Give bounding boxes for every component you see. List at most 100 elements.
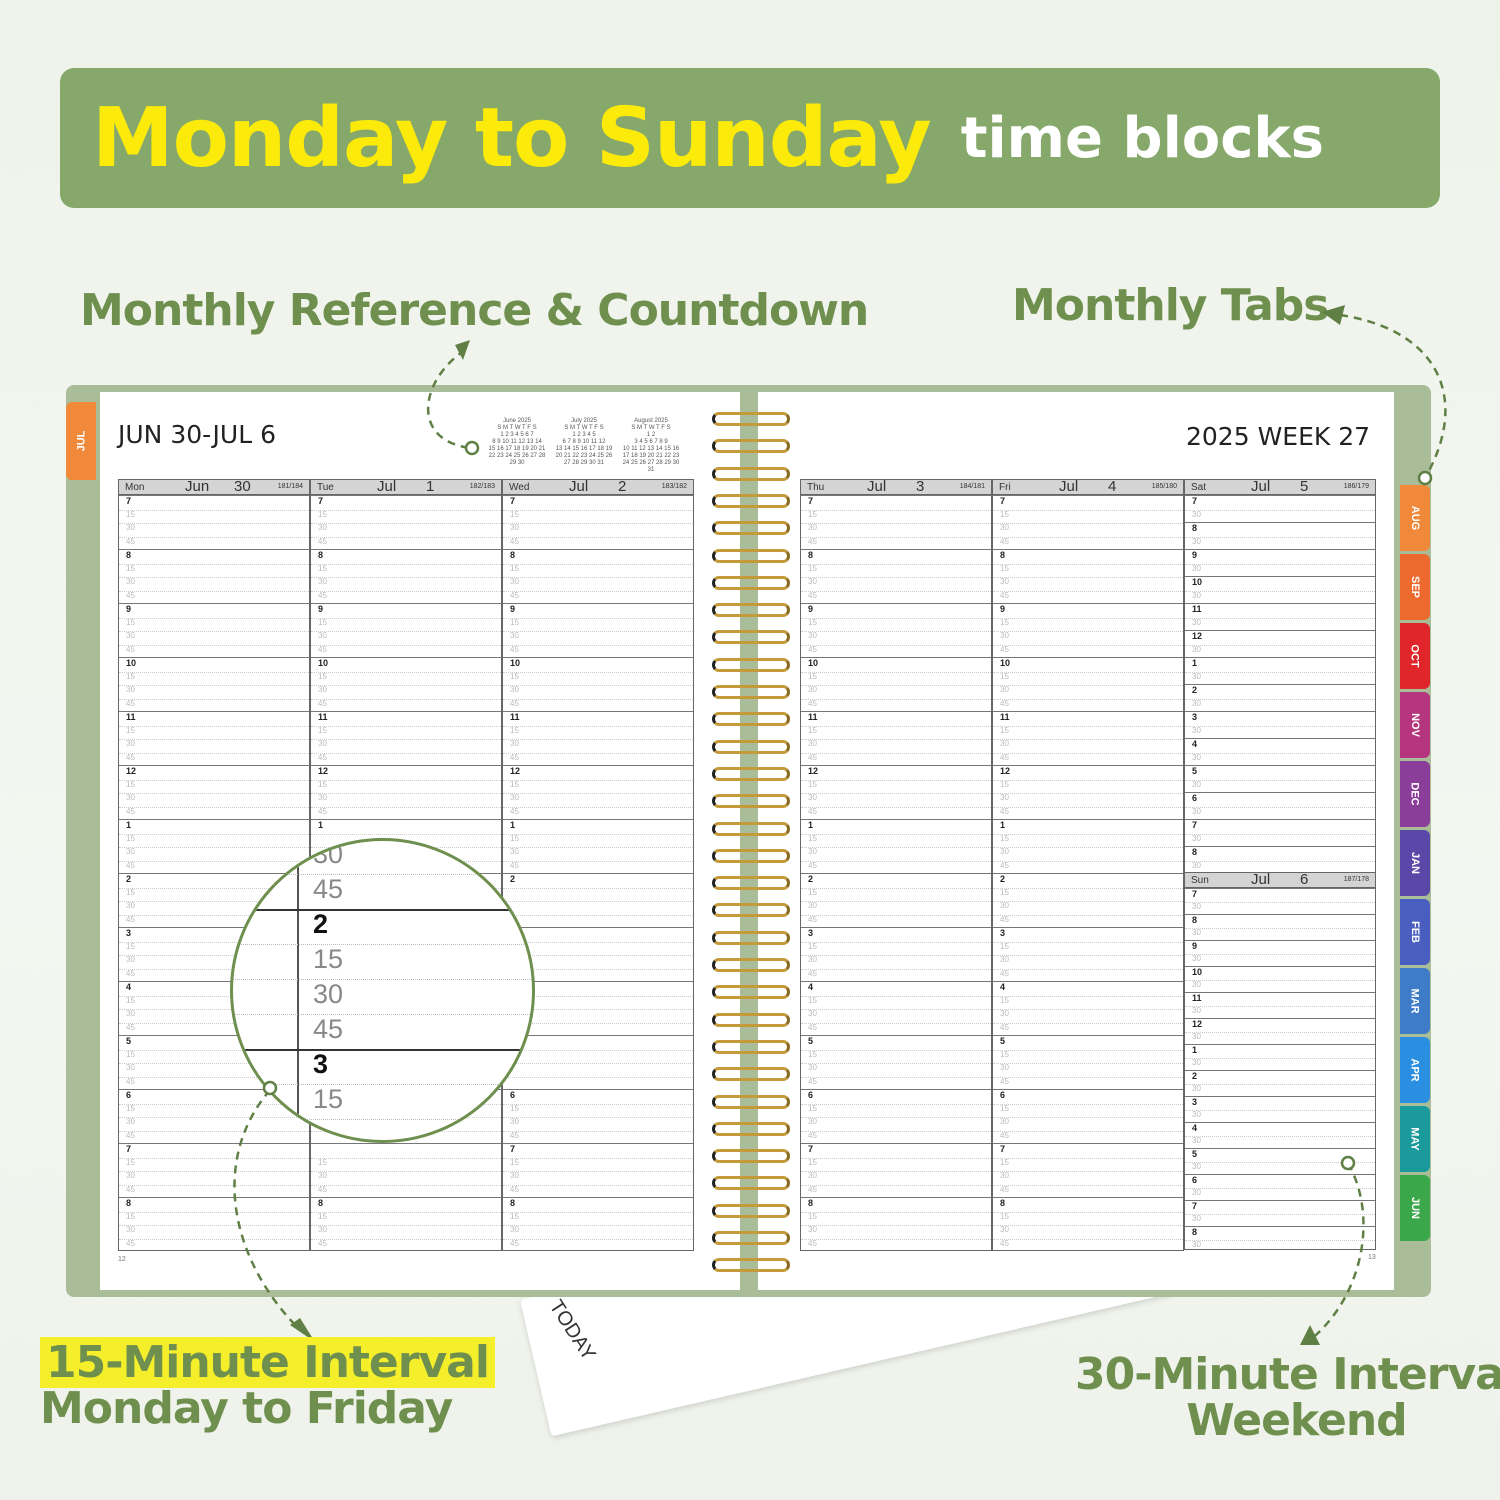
spiral-ring (712, 794, 790, 809)
minute-label: 30 (510, 523, 519, 532)
quarter-line (993, 941, 1183, 943)
tab-may[interactable]: MAY (1400, 1106, 1430, 1172)
quarter-line (801, 901, 991, 902)
minute-label: 45 (510, 698, 519, 708)
minute-label: 30 (808, 739, 817, 748)
minute-label: 45 (808, 644, 817, 654)
quarter-line (311, 577, 501, 578)
tab-jul[interactable]: JUL (66, 402, 96, 480)
minute-label: 30 (318, 1171, 327, 1180)
minute-label: 45 (318, 536, 327, 546)
quarter-line (503, 590, 693, 592)
quarter-line (311, 793, 501, 794)
mini-calendar-row: 31 (647, 467, 655, 473)
hour-label: 7 (510, 496, 516, 506)
tab-aug[interactable]: AUG (1400, 485, 1430, 551)
hour-label: 3 (1000, 928, 1006, 938)
minute-label: 30 (1192, 1006, 1201, 1015)
quarter-line (801, 1157, 991, 1159)
hour-block (503, 1035, 693, 1089)
quarter-line (993, 860, 1183, 862)
magnified-label: 2 (313, 909, 329, 939)
half-line (1185, 563, 1375, 565)
minute-label: 45 (510, 644, 519, 654)
tab-jan[interactable]: JAN (1400, 830, 1430, 896)
hour-label: 9 (126, 604, 132, 614)
hour-block: 12 15 30 45 (119, 765, 309, 819)
quarter-line (993, 1009, 1183, 1010)
quarter-line (993, 901, 1183, 902)
minute-label: 30 (126, 577, 135, 586)
hour-label: 7 (1192, 820, 1198, 830)
hour-block: 8 15 30 45 (119, 549, 309, 603)
arrow-15-minute (233, 1089, 301, 1331)
hour-block: 12 30 (1185, 1018, 1375, 1044)
hour-label: 8 (126, 1198, 132, 1208)
quarter-line (503, 806, 693, 808)
tab-apr[interactable]: APR (1400, 1037, 1430, 1103)
hour-block: 8 30 (1185, 1226, 1375, 1252)
tab-mar[interactable]: MAR (1400, 968, 1430, 1034)
tab-jun[interactable]: JUN (1400, 1175, 1430, 1241)
quarter-line (993, 577, 1183, 578)
tab-sep[interactable]: SEP (1400, 554, 1430, 620)
tab-nov[interactable]: NOV (1400, 692, 1430, 758)
spiral-ring (712, 1149, 790, 1164)
week-range-title: JUN 30-JUL 6 (118, 420, 276, 449)
minute-label: 30 (318, 793, 327, 802)
minute-label: 30 (1000, 739, 1009, 748)
hour-label: 9 (318, 604, 324, 614)
half-line (1185, 644, 1375, 646)
quarter-line (801, 887, 991, 889)
minute-label: 30 (1192, 644, 1201, 654)
minute-label: 15 (808, 563, 817, 573)
hour-block: 1 15 30 45 (993, 819, 1183, 873)
hour-label: 9 (510, 604, 516, 614)
minute-label: 30 (1000, 1117, 1009, 1126)
hour-block: 7 30 (1185, 888, 1375, 914)
tab-feb[interactable]: FEB (1400, 899, 1430, 965)
minute-label: 15 (1000, 563, 1009, 573)
mini-calendar-row: 1 2 (646, 432, 656, 438)
minute-label: 15 (1000, 617, 1009, 627)
minute-label: 45 (126, 1130, 135, 1140)
minute-label: 30 (1192, 1058, 1201, 1067)
quarter-line (503, 563, 693, 565)
quarter-line (503, 752, 693, 754)
minute-label: 30 (1192, 954, 1201, 963)
tab-dec[interactable]: DEC (1400, 761, 1430, 827)
quarter-line (503, 1022, 693, 1024)
quarter-line (119, 523, 309, 524)
quarter-line (503, 860, 693, 862)
minute-label: 45 (1000, 536, 1009, 546)
quarter-line (503, 1063, 693, 1064)
minute-label: 45 (1000, 590, 1009, 600)
minute-label: 45 (808, 536, 817, 546)
quarter-line (119, 1022, 309, 1024)
minute-label: 15 (1000, 1211, 1009, 1221)
hour-block: 5 15 30 45 (801, 1035, 991, 1089)
hour-block: 2 30 (1185, 1070, 1375, 1096)
magnified-line (233, 909, 532, 911)
minute-label: 15 (1000, 941, 1009, 951)
minute-label: 45 (1000, 1184, 1009, 1194)
magnified-line (233, 1049, 532, 1051)
hour-block: 12 15 30 45 (801, 765, 991, 819)
hour-block: 8 15 30 45 (311, 1197, 501, 1251)
minute-label: 45 (1000, 1022, 1009, 1032)
half-line (1185, 509, 1375, 511)
minute-label: 30 (1000, 523, 1009, 532)
minute-label: 45 (126, 1022, 135, 1032)
hour-label: 10 (1000, 658, 1011, 668)
hour-label: 9 (1192, 550, 1198, 560)
hour-label: 5 (1192, 1149, 1198, 1159)
minute-label: 15 (808, 887, 817, 897)
spiral-ring (712, 848, 790, 863)
hour-block: 11 15 30 45 (801, 711, 991, 765)
minute-label: 30 (808, 523, 817, 532)
hour-block: 10 30 (1185, 576, 1375, 603)
tab-oct[interactable]: OCT (1400, 623, 1430, 689)
hour-block: 1 30 (1185, 657, 1375, 684)
hour-block: 4 30 (1185, 738, 1375, 765)
